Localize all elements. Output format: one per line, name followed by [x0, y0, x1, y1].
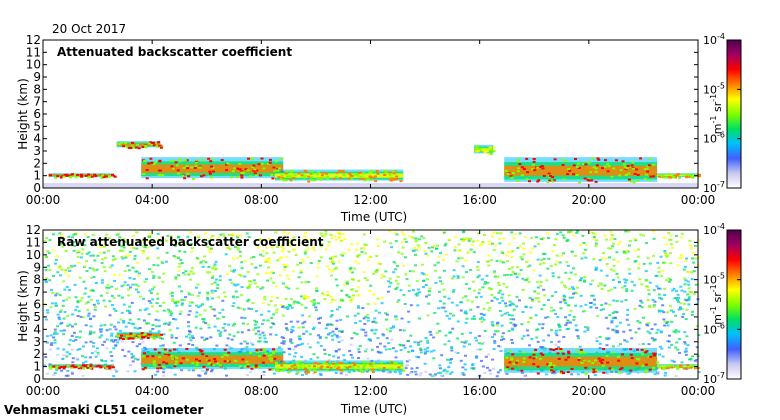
- colorbar-bottom: 10-4 10-5 10-6 10-7 m-1 sr-1: [703, 222, 742, 386]
- x-tick-label: 20:00: [572, 193, 607, 207]
- cloud-feature-1: [141, 347, 287, 371]
- panel-title: Raw attenuated backscatter coefficient: [57, 235, 324, 249]
- colorbar-unit-label: m-1 sr-1: [709, 94, 724, 134]
- y-tick-label: 2: [33, 347, 41, 361]
- y-tick-label: 3: [33, 335, 41, 349]
- y-tick-label: 7: [33, 95, 41, 109]
- y-tick-label: 8: [33, 82, 41, 96]
- y-tick-label: 4: [33, 132, 41, 146]
- colorbar-tick-label: 10-5: [703, 81, 725, 96]
- y-axis-label: Height (km): [16, 270, 30, 341]
- colorbar-scale: [726, 229, 742, 380]
- x-tick-label: 00:00: [26, 384, 61, 398]
- cloud-feature-5: [657, 364, 700, 370]
- y-tick-label: 0: [33, 181, 41, 195]
- cloud-feature-0: [48, 364, 115, 370]
- x-tick-label: 12:00: [353, 193, 388, 207]
- y-tick-label: 5: [33, 310, 41, 324]
- x-tick-label: 12:00: [353, 384, 388, 398]
- colorbar-scale: [726, 39, 742, 189]
- colorbar-tick-label: 10-4: [703, 32, 725, 47]
- cloud-feature-2: [116, 331, 164, 340]
- y-tick-label: 0: [33, 372, 41, 386]
- y-tick-label: 11: [26, 45, 41, 59]
- cloud-feature-3: [274, 360, 406, 374]
- y-tick-label: 7: [33, 285, 41, 299]
- x-tick-label: 16:00: [462, 193, 497, 207]
- date-label: 20 Oct 2017: [52, 22, 126, 36]
- y-tick-label: 11: [26, 235, 41, 249]
- cloud-feature-1: [141, 157, 285, 180]
- x-tick-label: 20:00: [572, 384, 607, 398]
- y-tick-label: 3: [33, 144, 41, 158]
- cloud-feature-4: [474, 144, 496, 155]
- y-tick-label: 9: [33, 260, 41, 274]
- x-axis-label: Time (UTC): [340, 402, 407, 416]
- x-tick-label: 00:00: [26, 193, 61, 207]
- colorbar-tick-label: 10-6: [703, 131, 725, 146]
- y-tick-label: 8: [33, 273, 41, 287]
- x-tick-label: 16:00: [462, 384, 497, 398]
- x-tick-label: 00:00: [681, 384, 716, 398]
- colorbar-tick-label: 10-7: [703, 180, 725, 195]
- y-tick-label: 12: [26, 33, 41, 47]
- y-tick-label: 9: [33, 70, 41, 84]
- y-tick-label: 4: [33, 322, 41, 336]
- y-tick-label: 10: [26, 248, 41, 262]
- cloud-feature-5: [504, 157, 658, 184]
- y-tick-label: 1: [33, 360, 41, 374]
- x-tick-label: 04:00: [135, 384, 170, 398]
- y-tick-label: 5: [33, 119, 41, 133]
- y-tick-label: 6: [33, 107, 41, 121]
- colorbar-top: 10-4 10-5 10-6 10-7 m-1 sr-1: [703, 32, 742, 195]
- x-tick-label: 08:00: [244, 193, 279, 207]
- cloud-feature-2: [116, 141, 164, 150]
- y-axis-label: Height (km): [16, 78, 30, 149]
- cloud-feature-0: [48, 173, 117, 179]
- y-tick-label: 1: [33, 169, 41, 183]
- x-tick-label: 00:00: [681, 193, 716, 207]
- x-tick-label: 04:00: [135, 193, 170, 207]
- colorbar-tick-label: 10-5: [703, 272, 725, 287]
- panel-title: Attenuated backscatter coefficient: [57, 45, 292, 59]
- colorbar-tick-label: 10-6: [703, 321, 725, 336]
- cloud-feature-6: [657, 173, 701, 179]
- colorbar-tick-label: 10-4: [703, 222, 725, 237]
- instrument-label: Vehmasmaki CL51 ceilometer: [4, 403, 204, 417]
- y-tick-label: 10: [26, 58, 41, 72]
- cloud-feature-3: [274, 169, 404, 183]
- y-tick-label: 12: [26, 223, 41, 237]
- y-tick-label: 6: [33, 298, 41, 312]
- colorbar-unit-label: m-1 sr-1: [709, 284, 724, 324]
- x-axis-label: Time (UTC): [340, 210, 407, 224]
- y-tick-label: 2: [33, 156, 41, 170]
- colorbar-tick-label: 10-7: [703, 371, 725, 386]
- cloud-feature-4: [504, 347, 660, 375]
- x-tick-label: 08:00: [244, 384, 279, 398]
